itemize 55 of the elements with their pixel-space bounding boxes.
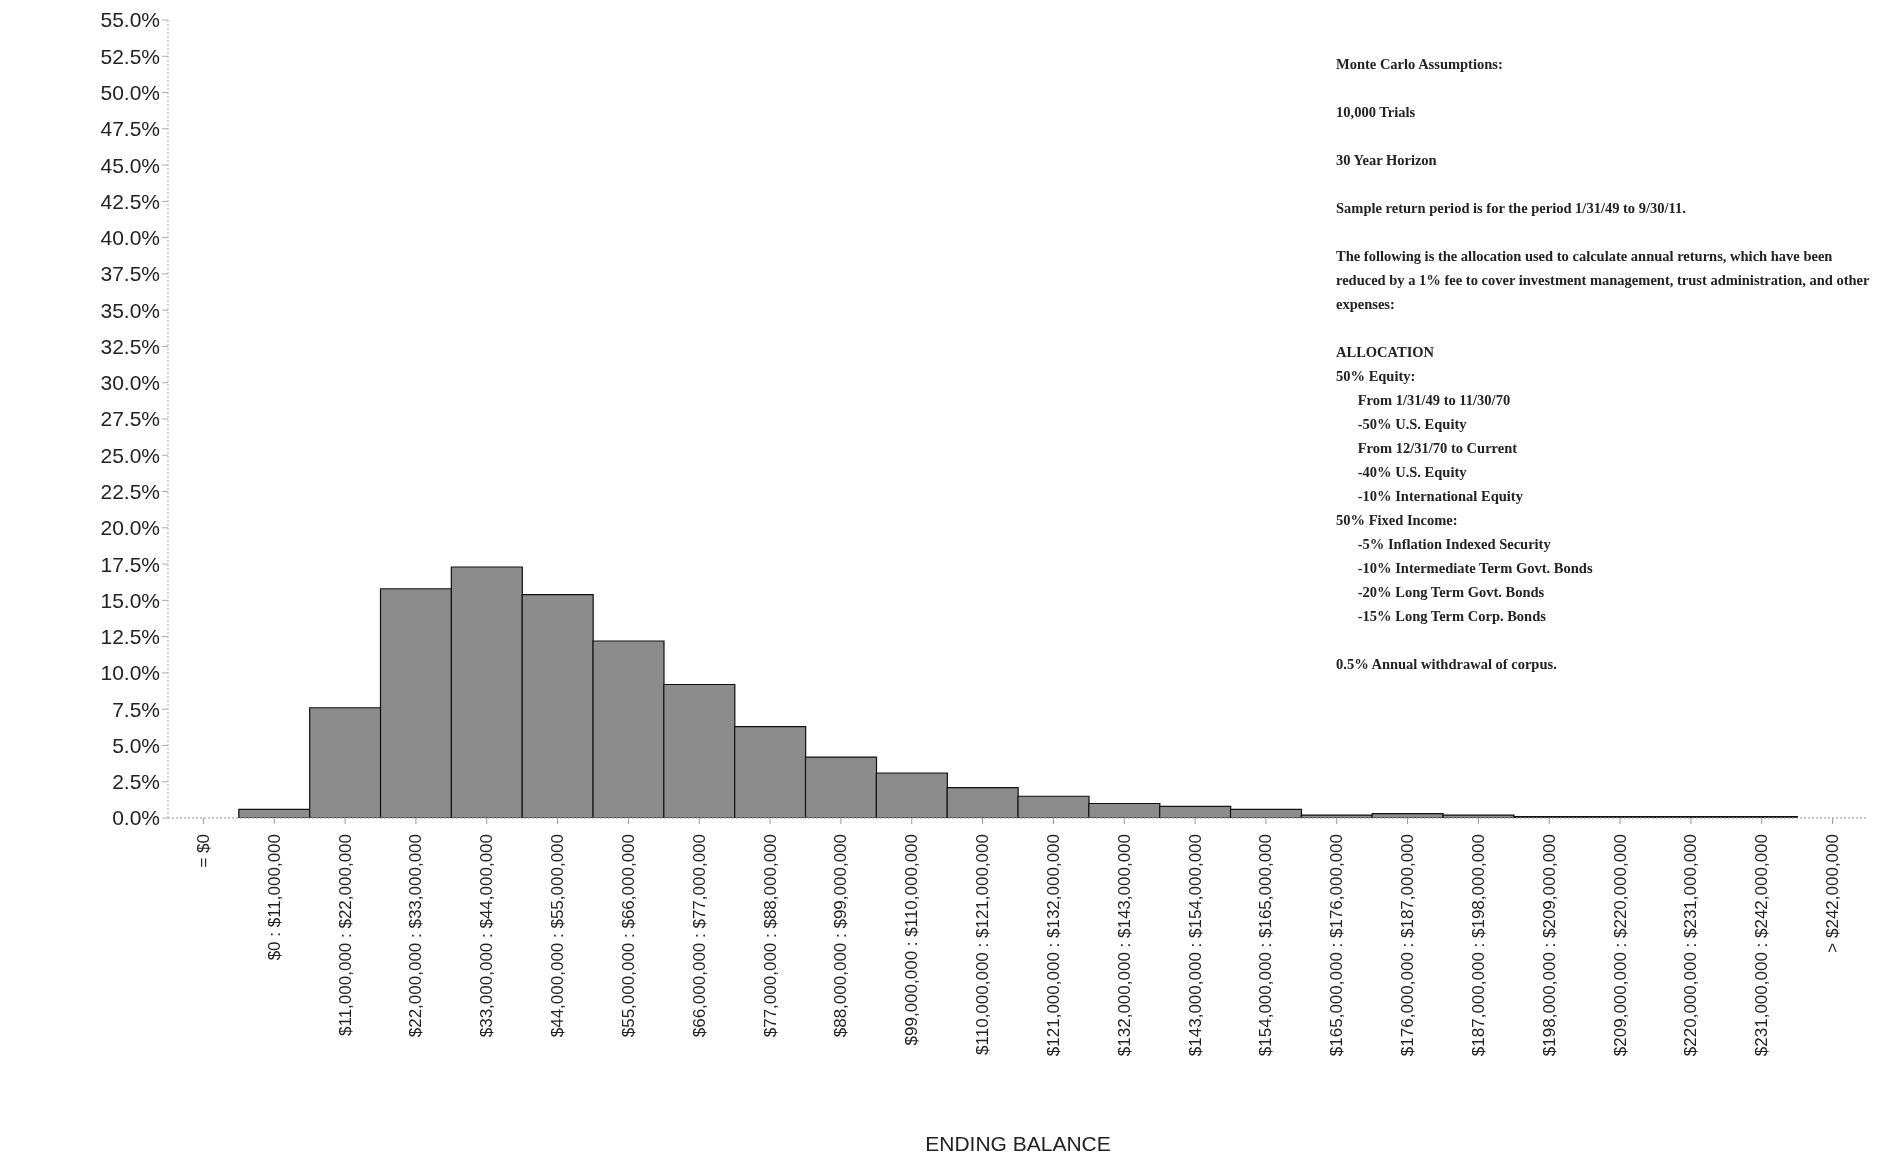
x-tick-label: $99,000,000 : $110,000,000 [902,834,922,1046]
x-tick-label: $22,000,000 : $33,000,000 [406,834,426,1038]
annotation: 30 Year Horizon [1336,151,1438,170]
x-tick-label: $66,000,000 : $77,000,000 [689,834,709,1038]
text: ALLOCATION 50% Equity: From 1/31/49 to 11/30/70 -50% U.S. Equity From 12/31/70 to Current -40% U.S. Equity -10% International Equity 50% Fixed Income: -5% Inflation Indexed Security -10% Intermediate Term Govt. Bonds -20% Long Term Govt. Bonds -15% Long Term Corp. Bonds [1336,344,1593,624]
x-tick-label: $77,000,000 : $88,000,000 [760,834,780,1038]
x-tick-label: $198,000,000 : $209,000,000 [1539,834,1559,1057]
y-tick-label: 30.0% [100,371,160,395]
y-tick-label: 25.0% [100,443,160,467]
y-tick-label: 27.5% [100,407,160,431]
x-tick-label: $220,000,000 : $231,000,000 [1681,834,1701,1057]
x-tick-label: $154,000,000 : $165,000,000 [1256,834,1276,1057]
x-tick-label: $110,000,000 : $121,000,000 [973,834,993,1055]
y-tick-label: 17.5% [100,552,160,576]
x-tick-label: $88,000,000 : $99,000,000 [831,834,851,1038]
x-tick-label: $143,000,000 : $154,000,000 [1185,834,1205,1057]
x-tick-label: $121,000,000 : $132,000,000 [1043,834,1063,1057]
y-tick-label: 40.0% [100,226,160,250]
x-tick-label: $176,000,000 : $187,000,000 [1398,834,1418,1057]
y-tick-label: 20.0% [100,516,160,540]
annotation: The following is the allocation used to calculate annual returns, which have been reduced by a 1% fee to cover investment management, trust administration, and other expenses: [1336,247,1871,314]
y-tick-label: 35.0% [100,298,160,322]
annotation: Sample return period is for the period 1/31/49 to 9/30/11. [1336,199,1687,218]
x-axis-title: ENDING BALANCE [924,1132,1112,1156]
y-tick-label: 47.5% [100,117,160,141]
x-tick-label: > $242,000,000 [1823,834,1843,953]
y-tick-label: 22.5% [100,480,160,503]
x-tick-label: $33,000,000 : $44,000,000 [477,834,497,1038]
y-tick-label: 12.5% [100,625,160,649]
y-tick-label: 5.0% [112,733,160,757]
y-tick-label: 32.5% [100,334,160,358]
x-tick-label: $11,000,000 : $22,000,000 [335,834,355,1036]
x-tick-label: $44,000,000 : $55,000,000 [548,834,568,1038]
x-tick-label: $132,000,000 : $143,000,000 [1114,834,1134,1057]
y-tick-label: 15.0% [100,588,160,612]
y-tick-label: 7.5% [112,697,160,721]
y-tick-label: 42.5% [100,189,160,213]
x-tick-label: $0 : $11,000,000 [264,834,284,961]
x-tick-label: $209,000,000 : $220,000,000 [1610,834,1630,1057]
x-tick-label: $55,000,000 : $66,000,000 [618,834,638,1038]
y-tick-label: 45.0% [100,153,160,177]
x-tick-label: = $0 [193,834,213,868]
x-tick-label: $165,000,000 : $176,000,000 [1327,834,1347,1057]
x-tick-label: $187,000,000 : $198,000,000 [1468,834,1488,1057]
y-tick-label: 2.5% [112,770,160,794]
y-tick-label: 55.0% [100,8,160,32]
y-tick-label: 0.0% [112,806,160,830]
y-tick-label: 52.5% [100,44,160,68]
annotation: Monte Carlo Assumptions: [1336,55,1504,74]
x-tick-label: $231,000,000 : $242,000,000 [1752,834,1772,1057]
y-tick-label: 37.5% [100,262,160,286]
annotation: 0.5% Annual withdrawal of corpus. [1336,655,1558,674]
annotation: 10,000 Trials [1336,103,1417,122]
y-tick-label: 50.0% [100,81,160,104]
y-tick-label: 10.0% [100,661,160,685]
